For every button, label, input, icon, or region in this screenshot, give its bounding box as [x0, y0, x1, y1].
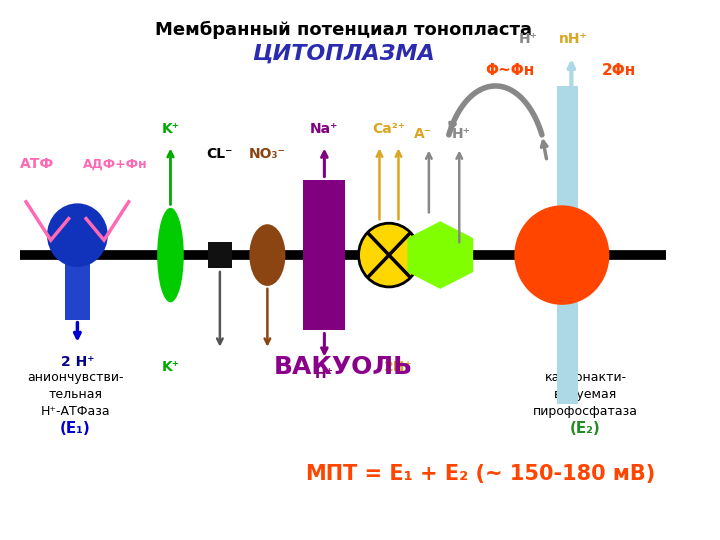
Ellipse shape	[157, 208, 184, 302]
Text: Т = E₁ + E₂ (~ 150-180 мВ): Т = E₁ + E₂ (~ 150-180 мВ)	[343, 464, 656, 484]
Polygon shape	[408, 221, 473, 289]
Text: K⁺: K⁺	[161, 360, 179, 374]
Text: ВАКУОЛЬ: ВАКУОЛЬ	[274, 355, 413, 379]
Bar	[65, 220, 90, 320]
Text: АДФ+Фн: АДФ+Фн	[83, 158, 148, 171]
Text: (E₂): (E₂)	[570, 421, 601, 436]
Text: Мембранный потенциал тонопласта: Мембранный потенциал тонопласта	[155, 21, 532, 39]
Text: 2Φн: 2Φн	[602, 63, 636, 78]
Text: АТФ: АТФ	[20, 157, 55, 171]
Text: NO₃⁻: NO₃⁻	[249, 146, 286, 160]
Text: H⁺: H⁺	[315, 367, 334, 381]
Text: K⁺: K⁺	[161, 122, 179, 136]
Text: Φ~Φн: Φ~Φн	[485, 63, 534, 78]
Ellipse shape	[249, 224, 285, 286]
Bar	[557, 86, 578, 404]
Text: Na⁺: Na⁺	[310, 122, 338, 136]
Text: 2H⁺: 2H⁺	[384, 360, 413, 374]
Bar	[303, 180, 346, 330]
Text: A⁻: A⁻	[414, 127, 432, 140]
Text: аниончувстви-
тельная
H⁺-АТФаза: аниончувстви- тельная H⁺-АТФаза	[27, 372, 124, 418]
Text: (E₁): (E₁)	[60, 421, 91, 436]
Text: nH⁺: nH⁺	[559, 32, 588, 46]
Text: Ca²⁺: Ca²⁺	[372, 122, 405, 136]
Bar	[207, 242, 233, 268]
Text: катионакти-
вируемая
пирофосфатаза: катионакти- вируемая пирофосфатаза	[533, 372, 638, 418]
Circle shape	[514, 205, 609, 305]
Text: МП: МП	[305, 464, 343, 484]
Text: CL⁻: CL⁻	[207, 146, 233, 160]
Circle shape	[359, 223, 419, 287]
Text: ЦИТОПЛАЗМА: ЦИТОПЛАЗМА	[252, 43, 435, 63]
Circle shape	[47, 204, 108, 267]
Text: H⁺: H⁺	[451, 127, 471, 140]
Text: H⁺: H⁺	[519, 32, 538, 46]
Text: 2 H⁺: 2 H⁺	[60, 355, 94, 369]
